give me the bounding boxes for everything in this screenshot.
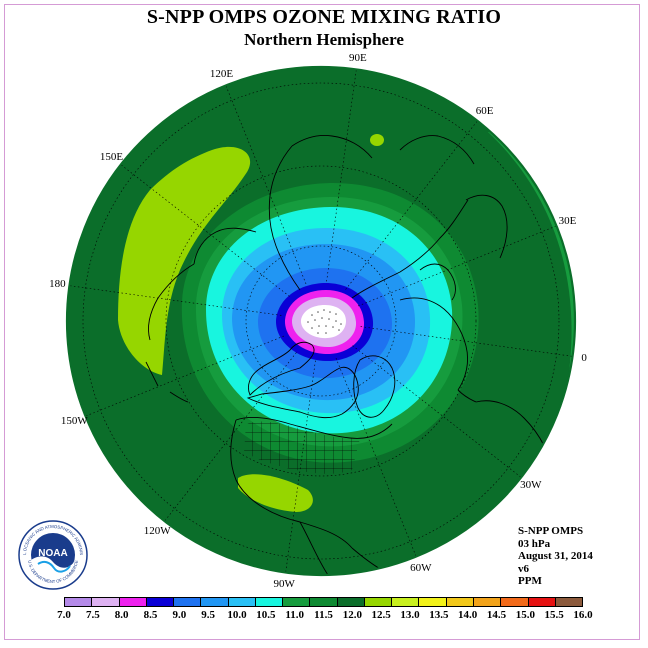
colorbar-segment	[201, 598, 229, 606]
longitude-label: 150E	[99, 151, 124, 164]
colorbar-tick-label: 9.5	[201, 609, 216, 621]
colorbar-tick-label: 9.0	[172, 609, 187, 621]
colorbar-segment	[283, 598, 311, 606]
colorbar-tick-label: 16.0	[573, 609, 593, 621]
colorbar-segment	[174, 598, 202, 606]
colorbar-tick-label: 7.0	[57, 609, 71, 621]
colorbar-tick-label: 13.5	[429, 609, 449, 621]
colorbar-tick-label: 14.0	[458, 609, 478, 621]
colorbar-tick-label: 12.5	[371, 609, 391, 621]
colorbar-segment	[337, 598, 365, 606]
longitude-label: 30E	[558, 215, 577, 228]
colorbar-tick-label: 12.0	[342, 609, 362, 621]
colorbar-segment	[392, 598, 420, 606]
colorbar-tick-label: 8.5	[143, 609, 158, 621]
colorbar-segment	[501, 598, 529, 606]
colorbar-segment	[310, 598, 338, 606]
colorbar-tick-label: 15.0	[515, 609, 535, 621]
colorbar-segment	[119, 598, 147, 606]
info-date: August 31, 2014	[518, 550, 593, 562]
longitude-label: 120W	[143, 524, 171, 537]
colorbar-tick-label: 10.0	[227, 609, 247, 621]
noaa-logo-text: NOAA	[38, 548, 67, 559]
longitude-label: 60E	[475, 105, 494, 118]
longitude-label: 30W	[520, 478, 542, 491]
colorbar-tick-label: 10.5	[256, 609, 276, 621]
colorbar-segment	[473, 598, 502, 606]
colorbar-tick-label: 7.5	[85, 609, 100, 621]
colorbar-tick-label: 15.5	[544, 609, 564, 621]
map-title: S-NPP OMPS OZONE MIXING RATIO	[146, 6, 502, 28]
colorbar-segment	[228, 598, 256, 606]
colorbar-segment	[92, 598, 120, 606]
map-subtitle: Northern Hemisphere	[244, 30, 404, 49]
colorbar-segment	[446, 598, 474, 606]
colorbar-segment	[146, 598, 175, 606]
colorbar-segment	[555, 598, 583, 606]
colorbar	[64, 597, 583, 607]
map-border	[65, 65, 577, 577]
page-frame	[4, 4, 640, 640]
info-level: 03 hPa	[518, 537, 551, 550]
longitude-label: 90W	[273, 578, 295, 591]
longitude-label: 0	[581, 352, 587, 365]
colorbar-ticks: 7.0 7.5 8.0 8.5 9.0 9.5 10.0 10.5 11.0 11.5 12.0 12…	[57, 607, 593, 623]
colorbar-tick-label: 13.0	[400, 609, 420, 621]
colorbar-tick-label: 11.0	[285, 609, 304, 621]
colorbar-segment	[528, 598, 556, 606]
longitude-label: 90E	[349, 51, 367, 64]
data-info: S-NPP OMPS 03 hPa August 31, 2014 v6 PPM	[518, 525, 593, 588]
info-version: v6	[518, 562, 529, 575]
info-instrument: S-NPP OMPS	[518, 525, 584, 537]
longitude-label: 60W	[410, 561, 432, 574]
colorbar-segment	[419, 598, 447, 606]
longitude-label: 150W	[60, 414, 88, 427]
colorbar-tick-label: 11.5	[314, 609, 333, 621]
noaa-logo: NOAA NATIONAL OCEANIC AND ATMOSPHERIC AD…	[18, 520, 88, 590]
colorbar-segment	[364, 598, 393, 606]
colorbar-segment	[65, 598, 93, 606]
colorbar-segment	[255, 598, 284, 606]
longitude-label: 120E	[209, 68, 234, 81]
colorbar-tick-label: 8.0	[114, 609, 129, 621]
info-units: PPM	[518, 575, 542, 587]
colorbar-tick-label: 14.5	[486, 609, 507, 621]
longitude-label: 180	[49, 277, 66, 290]
